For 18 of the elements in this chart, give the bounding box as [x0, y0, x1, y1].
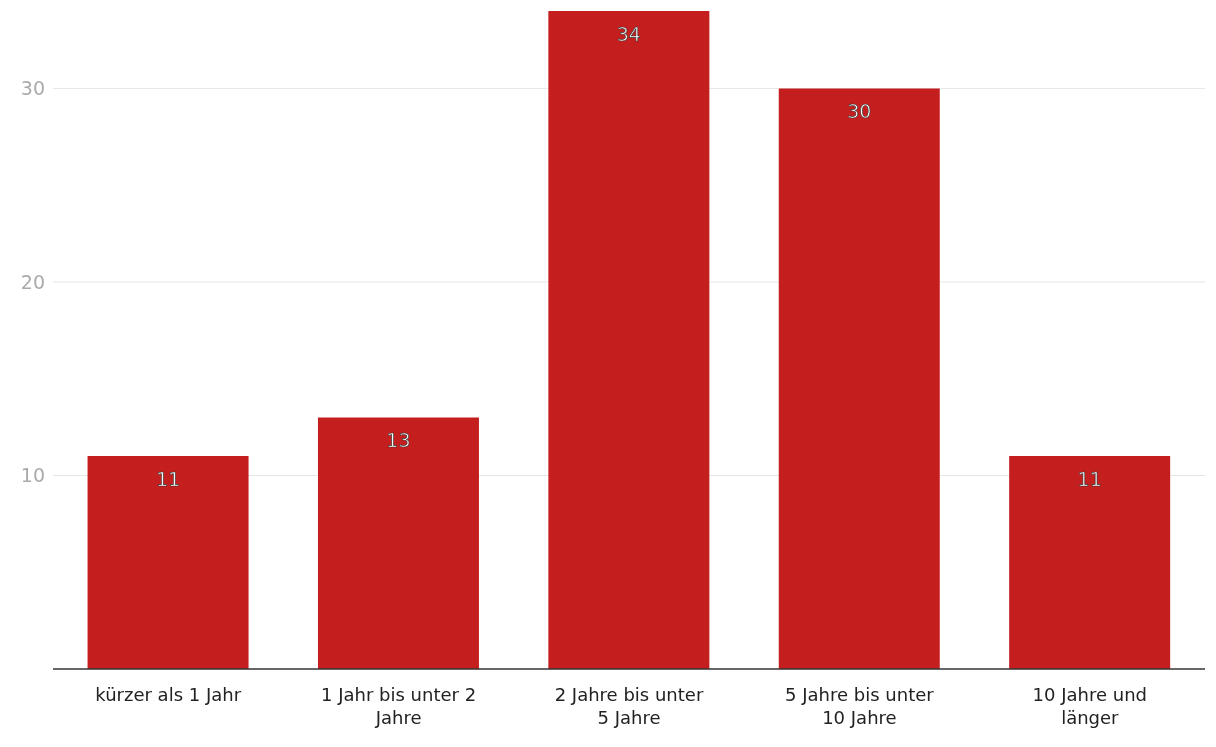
x-tick-label: kürzer als 1 Jahr [95, 684, 242, 705]
bar [778, 88, 940, 669]
bar [548, 11, 710, 669]
x-tick-label: 1 Jahr bis unter 2 Jahre [321, 684, 477, 728]
y-tick-label: 20 [20, 270, 45, 293]
y-tick-label: 10 [20, 464, 45, 487]
bar [317, 417, 479, 669]
data-label: 34 [616, 23, 641, 45]
y-tick-label: 30 [20, 77, 45, 100]
data-label: 11 [1077, 468, 1102, 491]
x-tick-label: 2 Jahre bis unter 5 Jahre [554, 684, 704, 728]
data-label: 11 [155, 468, 181, 491]
bar [1009, 456, 1171, 669]
x-tick-label: 5 Jahre bis unter 10 Jahre [785, 684, 935, 728]
data-label: 30 [847, 100, 872, 123]
data-label: 13 [386, 429, 411, 452]
bar [87, 456, 249, 669]
x-tick-label: 10 Jahre und länger [1032, 684, 1148, 728]
